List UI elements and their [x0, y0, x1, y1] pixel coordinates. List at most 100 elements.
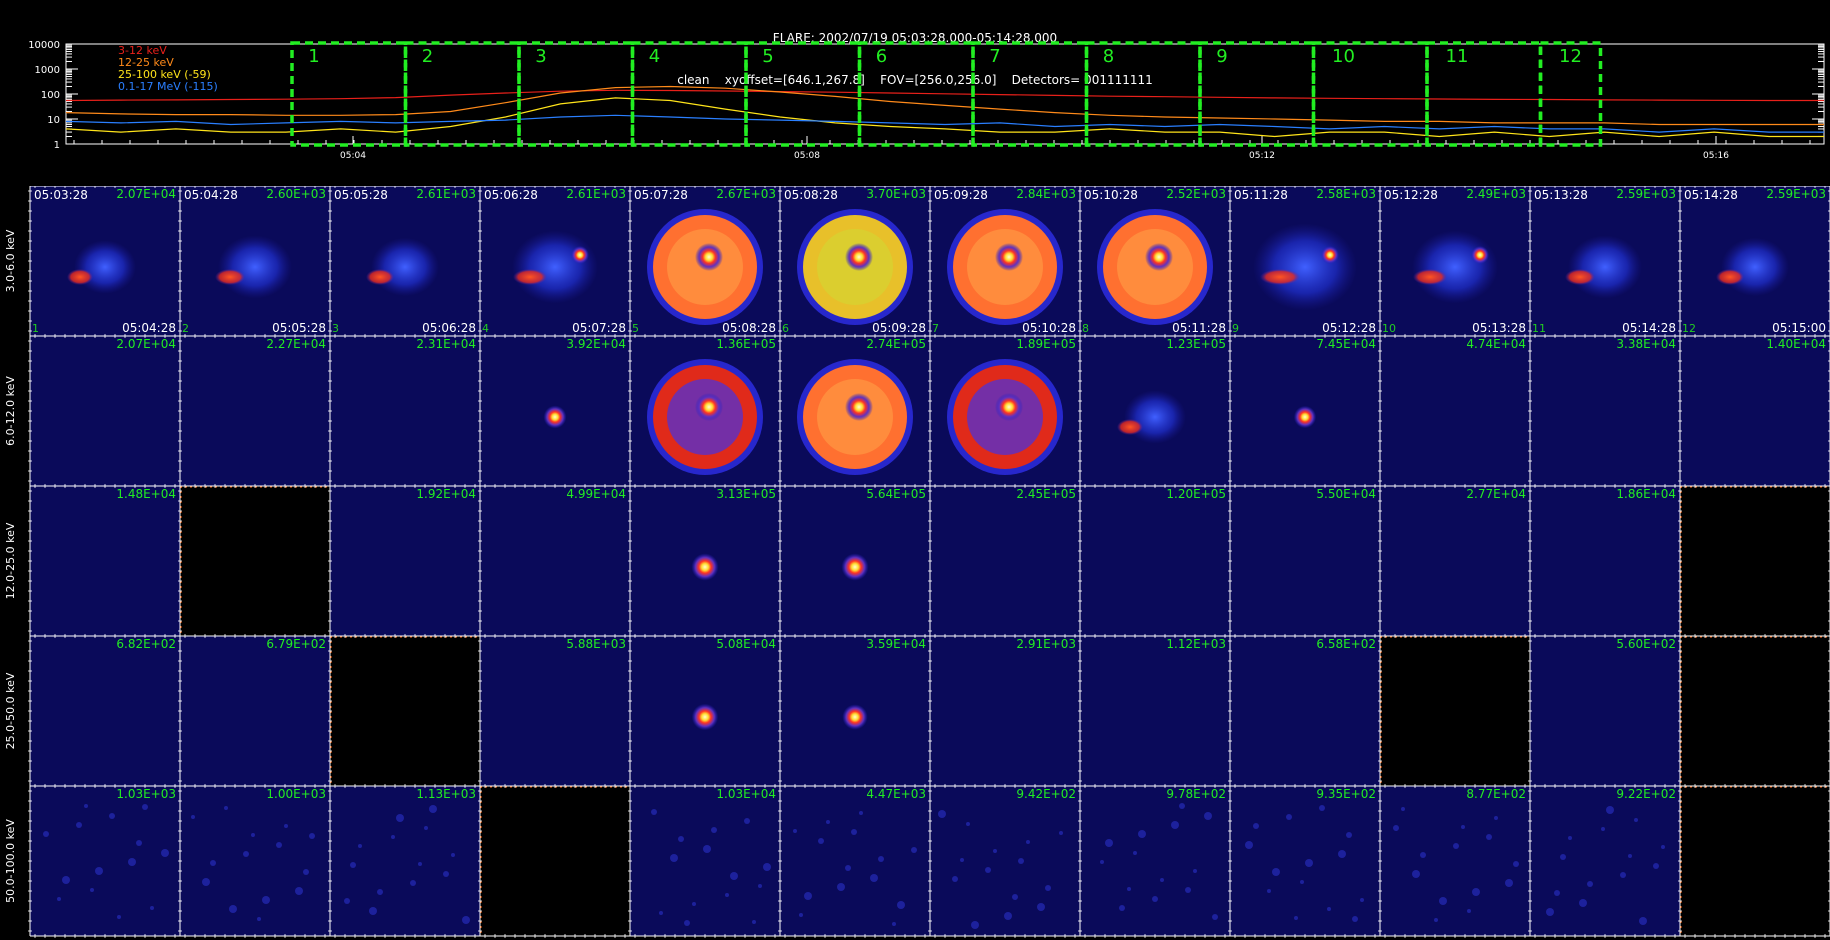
image-cell-bg — [480, 636, 630, 786]
image-cell: 2.91E+03 — [930, 636, 1080, 786]
noise-speck — [303, 869, 309, 875]
noise-speck — [142, 804, 148, 810]
image-cell-bg — [180, 636, 330, 786]
cell-peak-value: 6.58E+02 — [1316, 637, 1376, 651]
noise-speck — [1393, 825, 1399, 831]
source-blob — [1565, 269, 1595, 285]
interval-box — [1425, 41, 1543, 147]
source-core — [842, 704, 868, 730]
image-cell-bg — [1680, 336, 1830, 486]
noise-speck — [1628, 854, 1632, 858]
image-cell — [1680, 486, 1830, 636]
interval-label: 12 — [1559, 46, 1582, 67]
noise-speck — [161, 849, 169, 857]
source-core — [695, 243, 723, 271]
cell-start-time: 05:06:28 — [484, 188, 538, 202]
cell-peak-value: 3.59E+04 — [866, 637, 926, 651]
series-line — [65, 85, 1824, 126]
image-cell: 5.88E+03 — [480, 636, 630, 786]
noise-speck — [1472, 888, 1480, 896]
noise-speck — [1133, 851, 1137, 855]
source-core — [691, 553, 719, 581]
source-patch — [1721, 237, 1789, 297]
noise-speck — [1601, 827, 1605, 831]
cell-index: 5 — [632, 322, 639, 335]
cell-index: 1 — [32, 322, 39, 335]
legend-entry: 25-100 keV (-59) — [118, 68, 211, 81]
cell-start-time: 05:11:28 — [1234, 188, 1288, 202]
cell-peak-value: 1.03E+04 — [716, 787, 776, 801]
cell-peak-value: 2.49E+03 — [1466, 187, 1526, 201]
cell-start-time: 05:05:28 — [334, 188, 388, 202]
y-tick-label: 100 — [41, 90, 60, 101]
cell-start-time: 05:09:28 — [934, 188, 988, 202]
noise-speck — [418, 862, 422, 866]
source-blob — [1117, 419, 1143, 435]
image-cell: 2.74E+05 — [780, 336, 930, 486]
cell-peak-value: 8.77E+02 — [1466, 787, 1526, 801]
source-core — [543, 405, 567, 429]
cell-peak-value: 1.23E+05 — [1166, 337, 1226, 351]
image-cell: 2.77E+04 — [1380, 486, 1530, 636]
cell-peak-value: 4.74E+04 — [1466, 337, 1526, 351]
image-cell: 2.67E+03 05:07:28 05:08:28 5 — [630, 186, 780, 336]
interval-box — [857, 41, 975, 147]
image-cell-bg — [1530, 786, 1680, 936]
image-cell: 2.59E+03 05:14:28 05:15:00 12 — [1680, 186, 1830, 336]
image-cell: 1.12E+03 — [1080, 636, 1230, 786]
noise-speck — [730, 872, 738, 880]
cell-peak-value: 6.82E+02 — [116, 637, 176, 651]
noise-speck — [191, 815, 195, 819]
noise-speck — [262, 896, 270, 904]
cell-start-time: 05:03:28 — [34, 188, 88, 202]
image-cell-bg — [1080, 486, 1230, 636]
source-core — [1293, 405, 1317, 429]
interval-box — [744, 41, 862, 147]
blank-cell-bg — [1680, 486, 1830, 636]
noise-speck — [1439, 897, 1447, 905]
interval-box — [1084, 41, 1202, 147]
interval-label: 10 — [1332, 46, 1355, 67]
source-core — [995, 393, 1023, 421]
image-cell: 7.45E+04 — [1230, 336, 1380, 486]
noise-speck — [1185, 887, 1191, 893]
noise-speck — [971, 921, 979, 929]
noise-speck — [1513, 861, 1519, 867]
cell-index: 10 — [1382, 322, 1396, 335]
noise-speck — [1579, 899, 1587, 907]
image-cell: 2.60E+03 05:04:28 05:05:28 2 — [180, 186, 330, 336]
noise-speck — [678, 836, 684, 842]
cell-peak-value: 2.77E+04 — [1466, 487, 1526, 501]
cell-peak-value: 1.86E+04 — [1616, 487, 1676, 501]
noise-speck — [845, 865, 851, 871]
cell-end-time: 05:14:28 — [1622, 321, 1676, 335]
x-tick-label: 05:16 — [1703, 151, 1729, 161]
noise-speck — [684, 920, 690, 926]
image-cell — [1380, 636, 1530, 786]
interval-label: 5 — [762, 46, 773, 67]
noise-speck — [1300, 880, 1304, 884]
noise-speck — [57, 897, 61, 901]
noise-speck — [1160, 878, 1164, 882]
noise-speck — [377, 889, 383, 895]
source-blob — [1413, 269, 1447, 285]
source-patch — [74, 240, 136, 294]
noise-speck — [243, 851, 249, 857]
image-cell-bg — [480, 486, 630, 636]
cell-peak-value: 2.84E+03 — [1016, 187, 1076, 201]
noise-speck — [369, 907, 377, 915]
plot-header: FLARE: 2002/07/19 05:03:28.000-05:14:28.… — [0, 3, 1830, 101]
noise-speck — [1661, 845, 1665, 849]
noise-speck — [1319, 805, 1325, 811]
cell-index: 4 — [482, 322, 489, 335]
image-cell — [1680, 786, 1830, 936]
noise-speck — [1245, 841, 1253, 849]
noise-speck — [1286, 814, 1292, 820]
cell-peak-value: 5.50E+04 — [1316, 487, 1376, 501]
cell-end-time: 05:12:28 — [1322, 321, 1376, 335]
cell-end-time: 05:04:28 — [122, 321, 176, 335]
source-blob — [1260, 269, 1300, 285]
noise-speck — [1634, 818, 1638, 822]
